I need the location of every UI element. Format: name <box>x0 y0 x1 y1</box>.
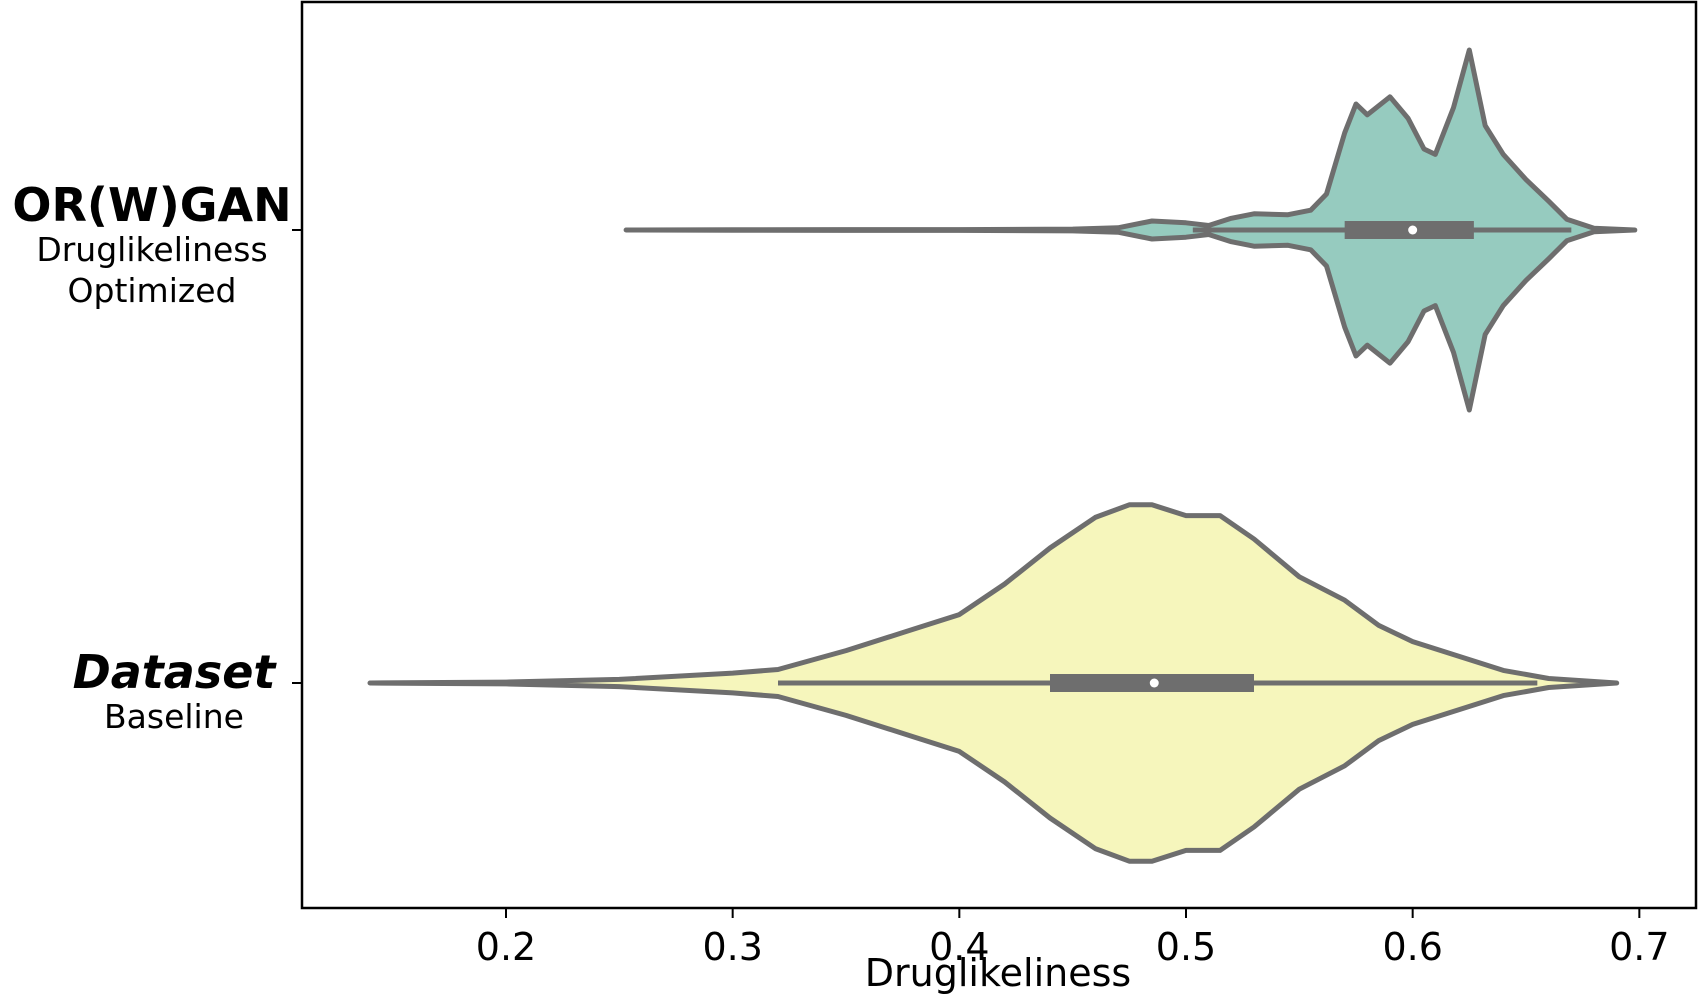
y-category-subtitle: Baseline <box>104 697 244 736</box>
x-tick-label: 0.3 <box>702 925 762 969</box>
y-category-label: OR(W)GAN <box>12 178 291 232</box>
violin-median-dot <box>1149 678 1159 688</box>
y-category-subtitle: Optimized <box>68 271 237 310</box>
x-tick-label: 0.7 <box>1609 925 1669 969</box>
x-tick-label: 0.4 <box>929 925 989 969</box>
x-tick-label: 0.2 <box>476 925 536 969</box>
x-axis-label: Druglikeliness <box>865 951 1131 995</box>
plot-frame <box>300 0 1698 910</box>
x-tick-label: 0.5 <box>1156 925 1216 969</box>
violin-body <box>623 47 1638 413</box>
x-tick-label: 0.6 <box>1382 925 1442 969</box>
violin-median-dot <box>1408 225 1418 235</box>
y-category-label: Dataset <box>73 645 278 699</box>
y-category-subtitle: Druglikeliness <box>36 230 267 269</box>
